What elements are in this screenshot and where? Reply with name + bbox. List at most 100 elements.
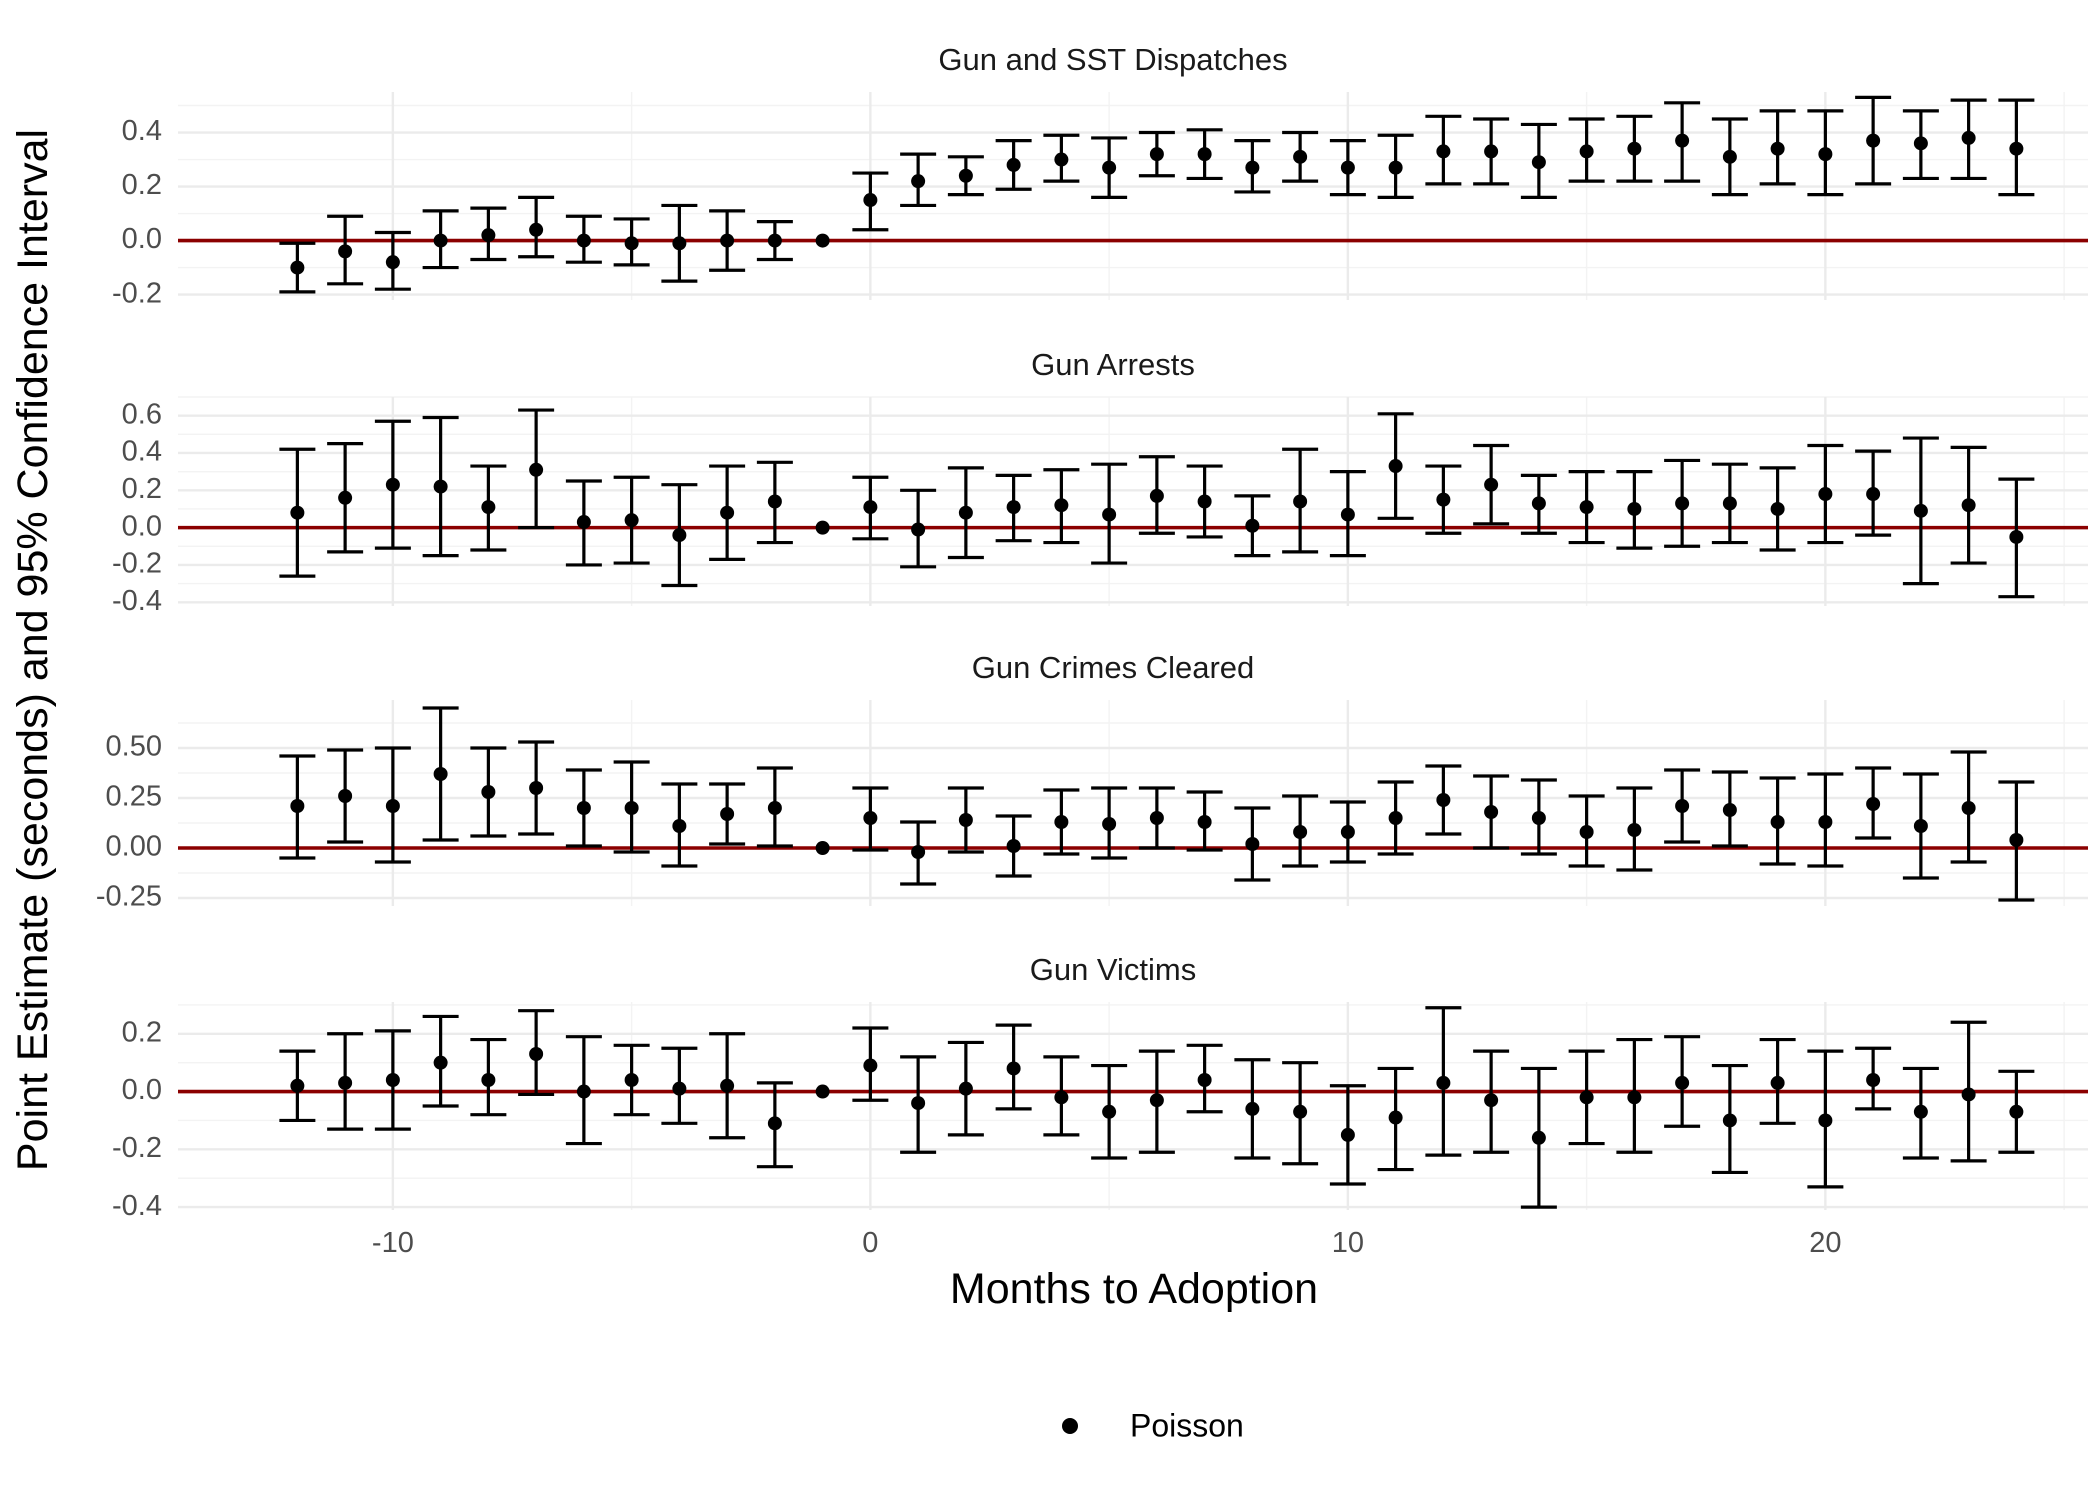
data-point-group: [565, 768, 602, 848]
point-estimate: [1054, 498, 1069, 513]
point-estimate: [815, 841, 830, 855]
point-estimate: [1436, 492, 1451, 507]
point-estimate: [672, 236, 687, 251]
data-point-group: [756, 766, 793, 848]
point-estimate: [1961, 1087, 1976, 1102]
point-estimate: [1293, 1104, 1308, 1119]
point-estimate: [576, 233, 591, 248]
data-point-group: [279, 1049, 316, 1123]
point-estimate: [338, 1075, 353, 1090]
point-estimate: [576, 1084, 591, 1099]
data-point-group: [1329, 1084, 1366, 1186]
point-estimate: [1675, 496, 1690, 511]
point-estimate: [1149, 488, 1164, 503]
point-estimate: [1293, 494, 1308, 509]
point-estimate: [1770, 141, 1785, 156]
data-point-group: [1043, 133, 1080, 183]
point-estimate: [1484, 1093, 1499, 1108]
data-point-group: [661, 782, 698, 868]
data-point-group: [1520, 778, 1557, 856]
data-point-group: [815, 520, 830, 535]
data-point-group: [1473, 443, 1510, 526]
data-point-group: [1234, 806, 1271, 882]
data-point-group: [995, 473, 1032, 543]
data-point-group: [470, 1037, 507, 1117]
y-tick-label: -0.4: [112, 585, 162, 617]
data-point-group: [1568, 794, 1605, 868]
point-estimate: [815, 233, 830, 248]
data-point-group: [661, 483, 698, 588]
panel-4: -0.4 -0.2 0.0 0.2 Gun Victims: [112, 952, 2088, 1222]
point-estimate: [1722, 1113, 1737, 1128]
point-estimate: [385, 1073, 400, 1087]
data-point-group: [1998, 98, 2035, 197]
data-point-group: [1568, 117, 1605, 183]
point-estimate: [1102, 817, 1117, 831]
data-point-group: [279, 241, 316, 294]
data-point-group: [1377, 1066, 1414, 1172]
point-estimate: [576, 515, 591, 530]
data-point-group: [1998, 477, 2035, 599]
data-point-group: [947, 155, 984, 197]
point-estimate: [911, 845, 926, 859]
point-estimate: [1293, 149, 1308, 164]
point-estimate: [1675, 799, 1690, 813]
data-point-group: [374, 419, 411, 550]
point-estimate: [720, 505, 735, 520]
y-tick-label: -0.4: [112, 1190, 162, 1222]
data-point-group: [518, 1009, 555, 1097]
data-point-group: [613, 475, 650, 565]
point-estimate: [1913, 503, 1928, 518]
point-estimate: [529, 781, 544, 795]
data-point-group: [1998, 780, 2035, 902]
point-estimate: [1866, 1073, 1881, 1087]
data-point-group: [613, 217, 650, 267]
data-point-group: [1520, 473, 1557, 535]
point-estimate: [720, 807, 735, 821]
point-estimate: [1961, 801, 1976, 815]
point-estimate: [815, 520, 830, 535]
point-estimate: [767, 1116, 782, 1131]
y-tick-label: 0.50: [106, 731, 162, 763]
data-point-group: [1043, 1055, 1080, 1137]
data-point-group: [1138, 1049, 1175, 1154]
data-point-group: [1950, 445, 1987, 565]
data-point-group: [1091, 786, 1128, 860]
point-estimate: [1149, 147, 1164, 162]
point-estimate: [1818, 147, 1833, 162]
data-point-group: [709, 782, 746, 846]
point-estimate: [481, 785, 496, 799]
data-point-group: [756, 460, 793, 545]
data-point-group: [947, 466, 984, 560]
point-estimate: [720, 1078, 735, 1093]
data-point-group: [900, 152, 937, 208]
y-tick-label: -0.25: [96, 881, 162, 913]
y-tick-label: 0.4: [122, 436, 162, 468]
data-point-group: [1091, 462, 1128, 565]
point-estimate: [1245, 1101, 1260, 1116]
data-point-group: [1473, 774, 1510, 850]
point-estimate: [720, 233, 735, 248]
data-point-group: [1759, 109, 1796, 186]
data-point-group: [1282, 1061, 1319, 1166]
data-point-group: [1902, 772, 1939, 880]
point-estimate: [767, 233, 782, 248]
point-estimate: [911, 1096, 926, 1111]
point-estimate: [1722, 803, 1737, 817]
point-estimate: [290, 505, 305, 520]
point-estimate: [290, 1078, 305, 1093]
data-point-group: [1425, 1006, 1462, 1157]
data-point-group: [1950, 750, 1987, 864]
data-point-group: [422, 415, 459, 558]
point-estimate: [1006, 1061, 1021, 1076]
data-point-group: [1950, 98, 1987, 181]
point-estimate: [1722, 149, 1737, 164]
point-estimate: [1531, 496, 1546, 511]
data-point-group: [279, 754, 316, 860]
data-point-group: [852, 475, 889, 541]
data-point-group: [1186, 464, 1223, 539]
data-point-group: [1807, 772, 1844, 868]
point-estimate: [1866, 487, 1881, 502]
data-point-group: [613, 760, 650, 854]
